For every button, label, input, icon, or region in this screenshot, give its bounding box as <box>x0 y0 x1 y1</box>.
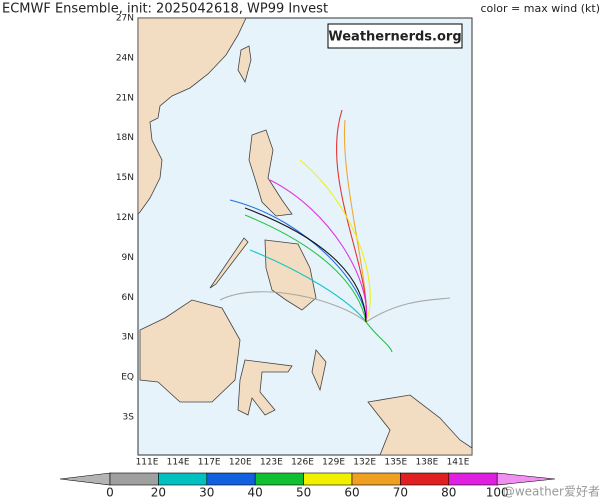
lat-labels: 27N 24N 21N 18N 15N 12N 9N 6N 3N EQ 3S <box>116 14 134 423</box>
colorbar-segment <box>303 472 353 486</box>
lon-label: 111E <box>136 458 159 468</box>
new-guinea <box>367 394 473 456</box>
lat-label: 6N <box>122 293 134 303</box>
lon-label: 141E <box>447 458 470 468</box>
lat-label: 3S <box>123 413 135 423</box>
colorbar-end <box>496 472 556 486</box>
sulawesi <box>237 359 293 416</box>
lon-label: 114E <box>167 458 190 468</box>
colorbar-label: 20 <box>151 486 166 500</box>
lon-label: 120E <box>229 458 252 468</box>
legend-note: color = max wind (kt) <box>480 2 600 15</box>
colorbar-label: 50 <box>296 486 311 500</box>
lon-label: 123E <box>260 458 283 468</box>
colorbar-segment <box>109 472 159 486</box>
colorbar-segment <box>158 472 208 486</box>
lon-label: 132E <box>353 458 376 468</box>
colorbar-label: 100 <box>486 486 509 500</box>
taiwan <box>237 45 252 84</box>
colorbar-segment <box>206 472 256 486</box>
colorbar-label: 30 <box>199 486 214 500</box>
colorbar-segment <box>448 472 498 486</box>
lon-label: 117E <box>198 458 221 468</box>
lat-label: 24N <box>116 53 134 63</box>
ensemble-tracks <box>219 109 451 353</box>
colorbar-label: 80 <box>441 486 456 500</box>
colorbar-label: 40 <box>248 486 263 500</box>
credit-text: Weathernerds.org <box>328 30 461 45</box>
lat-label: 27N <box>116 14 134 24</box>
borneo <box>139 299 241 403</box>
lon-label: 126E <box>291 458 314 468</box>
watermark: @weather爱好者 <box>503 485 600 499</box>
colorbar-segment <box>254 472 304 486</box>
colorbar-label: 70 <box>393 486 408 500</box>
lon-label: 135E <box>384 458 407 468</box>
halmahera <box>311 349 327 392</box>
lon-labels: 111E 114E 117E 120E 123E 126E 129E 132E 135E 138E… <box>136 458 470 468</box>
palawan <box>209 237 249 289</box>
lat-label: 15N <box>116 173 134 183</box>
colorbar-end <box>59 472 111 486</box>
colorbar-label: 0 <box>106 486 114 500</box>
lat-label: 9N <box>122 253 134 263</box>
lat-label: EQ <box>121 373 134 383</box>
lat-label: 21N <box>116 93 134 103</box>
colorbar-segment <box>400 472 450 486</box>
credit-box <box>327 23 463 49</box>
lat-label: 3N <box>122 333 134 343</box>
title: ECMWF Ensemble, init: 2025042618, WP99 I… <box>2 2 328 17</box>
luzon <box>248 129 293 217</box>
mainland <box>137 17 247 215</box>
map: Weathernerds.org <box>137 17 473 456</box>
colorbar-label: 60 <box>344 486 359 500</box>
lon-label: 129E <box>322 458 345 468</box>
colorbar: 0 20 30 40 50 60 70 80 100 <box>59 472 556 500</box>
lat-label: 18N <box>116 133 134 143</box>
colorbar-segment <box>351 472 401 486</box>
lon-label: 138E <box>415 458 438 468</box>
lat-label: 12N <box>116 213 134 223</box>
